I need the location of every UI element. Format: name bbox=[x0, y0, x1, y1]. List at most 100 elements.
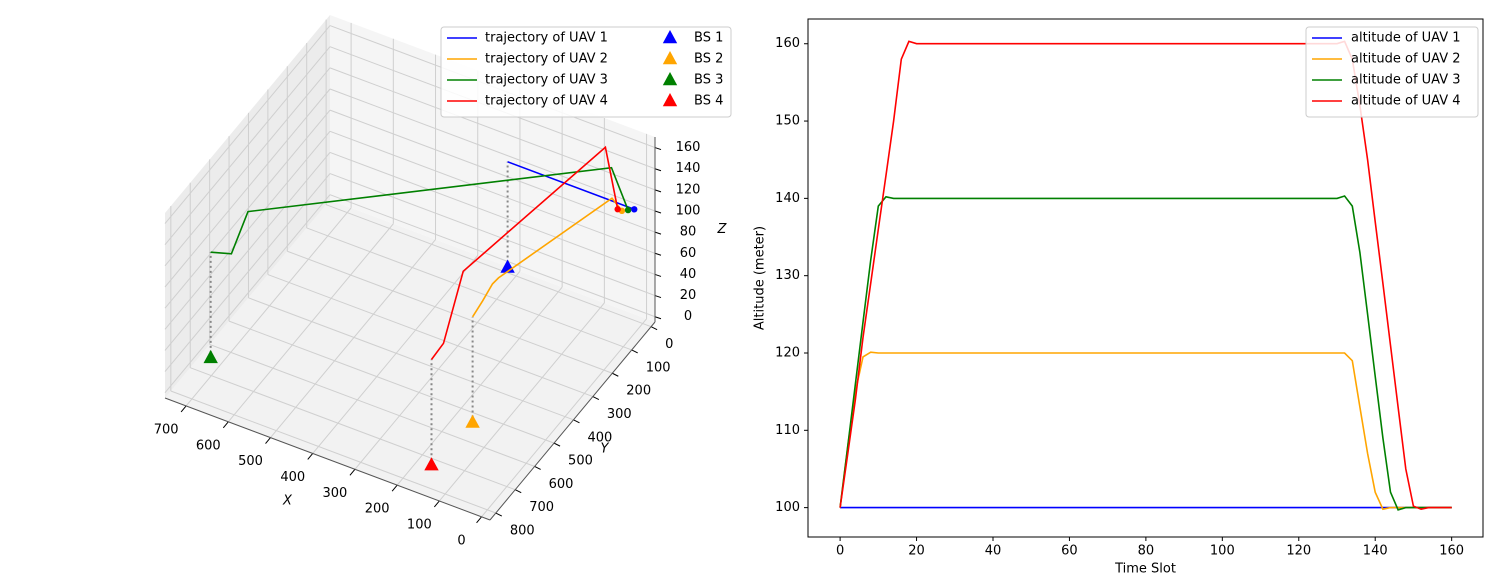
legend: altitude of UAV 1 altitude of UAV 2 altitu… bbox=[1305, 26, 1479, 118]
x-tick bbox=[307, 453, 314, 460]
legend: trajectory of UAV 1 trajectory of UAV 2 tr… bbox=[440, 26, 732, 118]
y-tick-label: 120 bbox=[775, 345, 800, 360]
x-axis-line bbox=[164, 397, 491, 521]
x-tick-label: 160 bbox=[1439, 544, 1464, 559]
grid-line bbox=[481, 318, 647, 518]
plot-2d: 0 20 40 60 80 100 120 140 160 100 110 120 130 140 150 1… bbox=[753, 18, 1484, 577]
base-station bbox=[203, 349, 218, 364]
x-tick-label: 60 bbox=[1061, 544, 1078, 559]
legend-marker bbox=[662, 51, 678, 65]
legend-label: altitude of UAV 2 bbox=[1351, 52, 1461, 67]
z-tick-label: 0 bbox=[684, 309, 692, 324]
x-tick bbox=[391, 484, 398, 492]
legend-label: trajectory of UAV 1 bbox=[485, 31, 608, 46]
grid-line bbox=[164, 67, 331, 267]
grid-line bbox=[209, 343, 535, 467]
grid-line bbox=[329, 194, 656, 318]
grid-line bbox=[306, 227, 632, 351]
grid-line bbox=[164, 46, 331, 246]
y-tick-label: 400 bbox=[587, 430, 612, 445]
legend-marker bbox=[662, 72, 678, 86]
grid-line bbox=[438, 302, 605, 502]
x-tick-label: 500 bbox=[238, 454, 263, 469]
z-tick-label: 160 bbox=[676, 140, 701, 155]
x-axis-label: X bbox=[282, 494, 293, 509]
grid-line bbox=[267, 274, 594, 398]
legend-label: altitude of UAV 1 bbox=[1351, 31, 1461, 46]
y-tick-label: 130 bbox=[775, 268, 800, 283]
grid-line bbox=[248, 297, 574, 421]
legend-label: BS 1 bbox=[694, 31, 723, 46]
x-tick-label: 80 bbox=[1138, 544, 1155, 559]
y-tick-label: 100 bbox=[775, 500, 800, 515]
y-tick-label: 100 bbox=[646, 360, 671, 375]
x-tick-label: 40 bbox=[985, 544, 1002, 559]
trajectory bbox=[471, 197, 623, 318]
grid-line bbox=[287, 250, 613, 374]
y-tick bbox=[650, 326, 658, 331]
grid-line bbox=[164, 109, 331, 309]
trajectory bbox=[507, 161, 635, 211]
x-tick bbox=[265, 437, 271, 444]
z-tick bbox=[654, 168, 662, 172]
grid-line bbox=[312, 255, 479, 454]
y-tick bbox=[631, 349, 638, 354]
y-tick-label: 0 bbox=[665, 337, 673, 352]
x-tick bbox=[180, 405, 187, 413]
side-pane bbox=[165, 15, 330, 398]
grid-line bbox=[164, 25, 331, 224]
y-tick-label: 160 bbox=[775, 36, 800, 51]
grid-line bbox=[164, 88, 331, 288]
y-tick-label: 140 bbox=[775, 191, 800, 206]
y-tick-label: 150 bbox=[775, 114, 800, 129]
x-tick-label: 120 bbox=[1286, 544, 1311, 559]
back-pane bbox=[330, 15, 655, 322]
grid-line bbox=[329, 109, 656, 233]
trajectory bbox=[210, 166, 629, 255]
z-tick bbox=[654, 231, 662, 235]
y-tick-label: 500 bbox=[568, 454, 593, 469]
grid-line bbox=[325, 204, 652, 328]
legend-label: BS 3 bbox=[694, 73, 723, 88]
grid-line bbox=[228, 320, 555, 444]
grid-line bbox=[170, 390, 496, 514]
y-tick bbox=[612, 372, 619, 377]
x-tick-label: 0 bbox=[836, 544, 844, 559]
end-point bbox=[631, 206, 638, 213]
x-tick-label: 100 bbox=[1210, 544, 1235, 559]
legend-label: trajectory of UAV 3 bbox=[485, 73, 608, 88]
grid-line bbox=[329, 173, 656, 297]
legend-box bbox=[1305, 26, 1479, 118]
grid-line bbox=[164, 173, 331, 372]
x-axis-label: Time Slot bbox=[1114, 562, 1176, 577]
x-tick-label: 700 bbox=[154, 422, 179, 437]
end-point bbox=[624, 206, 632, 214]
base-station bbox=[424, 457, 439, 471]
y-tick bbox=[515, 489, 522, 494]
z-tick-label: 140 bbox=[676, 161, 701, 176]
y-tick-label: 300 bbox=[607, 407, 632, 422]
legend-label: BS 2 bbox=[694, 52, 723, 67]
x-tick bbox=[433, 500, 440, 508]
z-tick-label: 120 bbox=[676, 182, 701, 197]
x-tick-label: 400 bbox=[280, 470, 305, 485]
z-tick-label: 60 bbox=[680, 246, 697, 261]
z-tick bbox=[654, 273, 662, 277]
y-tick-label: 700 bbox=[529, 500, 554, 515]
z-tick-label: 20 bbox=[680, 288, 697, 303]
z-tick bbox=[654, 147, 662, 151]
grid-line bbox=[190, 367, 516, 491]
z-tick-label: 100 bbox=[676, 204, 701, 219]
x-tick-label: 140 bbox=[1363, 544, 1388, 559]
plot-3d: 0100200300400500600700010020030040050060… bbox=[154, 15, 732, 548]
z-tick bbox=[654, 210, 662, 214]
legend-label: altitude of UAV 4 bbox=[1351, 94, 1461, 109]
plot-frame bbox=[807, 18, 1484, 538]
grid-line bbox=[270, 239, 436, 438]
legend-label: trajectory of UAV 4 bbox=[485, 94, 608, 109]
z-tick-label: 80 bbox=[680, 225, 697, 240]
z-tick-label: 40 bbox=[680, 267, 697, 282]
x-tick-label: 100 bbox=[407, 517, 432, 532]
